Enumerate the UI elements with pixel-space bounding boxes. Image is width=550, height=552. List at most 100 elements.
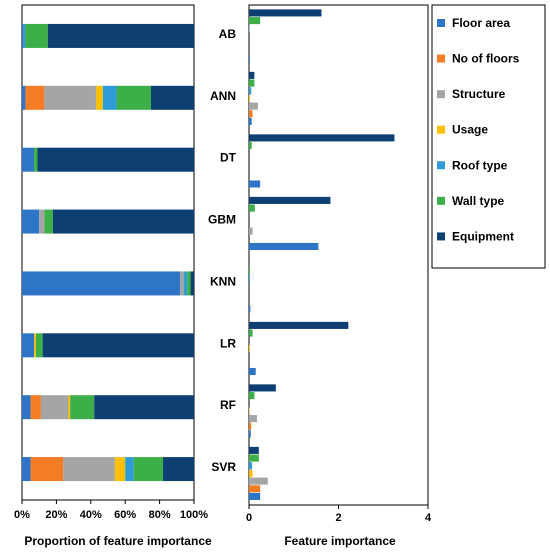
legend-swatch-wall-type — [437, 196, 445, 205]
model-label-svr: SVR — [211, 460, 236, 474]
model-label-lr: LR — [220, 336, 236, 350]
bar-imp-lr-floor-area — [249, 367, 256, 376]
model-label-dt: DT — [220, 151, 237, 165]
legend-label-equipment: Equipment — [452, 229, 514, 243]
bar-prop-knn-wall-type — [187, 271, 191, 296]
left-tick-label: 20% — [45, 509, 67, 521]
left-tick-label: 0% — [14, 509, 30, 521]
bar-prop-gbm-equipment — [52, 209, 195, 234]
bar-prop-knn-equipment — [190, 271, 194, 296]
bar-prop-lr-equipment — [42, 333, 194, 358]
legend-swatch-no-of-floors — [437, 54, 445, 63]
model-label-ab: AB — [219, 27, 237, 41]
bar-prop-svr-structure — [63, 457, 115, 482]
bar-imp-ann-roof-type — [249, 87, 252, 95]
bar-prop-gbm-floor-area — [22, 209, 40, 234]
legend-label-structure: Structure — [452, 87, 506, 101]
bar-imp-ann-wall-type — [249, 79, 255, 87]
bar-prop-svr-equipment — [163, 457, 194, 482]
bar-imp-rf-structure — [249, 415, 258, 423]
bar-imp-lr-equipment — [249, 321, 349, 329]
bar-imp-ann-structure — [249, 102, 258, 110]
bar-prop-dt-wall-type — [34, 147, 38, 172]
bar-imp-svr-usage — [249, 469, 253, 477]
legend-label-wall-type: Wall type — [452, 194, 505, 208]
bar-prop-gbm-wall-type — [44, 209, 53, 234]
bar-imp-lr-wall-type — [249, 329, 253, 337]
bar-imp-ab-wall-type — [249, 17, 261, 25]
bar-imp-ab-equipment — [249, 9, 322, 17]
right-tick-label: 2 — [335, 512, 341, 524]
bar-imp-dt-equipment — [249, 134, 395, 142]
legend: Floor area No of floors Structure Usage Roof… — [431, 4, 546, 269]
bar-prop-dt-floor-area — [22, 147, 35, 172]
legend-swatch-roof-type — [437, 161, 445, 170]
bar-prop-rf-wall-type — [70, 395, 95, 420]
bar-imp-dt-floor-area — [249, 180, 261, 188]
bar-prop-ab-equipment — [47, 23, 194, 48]
bar-imp-rf-equipment — [249, 384, 276, 392]
bar-imp-gbm-equipment — [249, 196, 331, 204]
legend-frame — [431, 4, 546, 269]
bar-prop-ann-usage — [95, 85, 103, 110]
bar-imp-ann-equipment — [249, 71, 255, 79]
left-plot-frame — [21, 4, 195, 501]
bar-imp-svr-equipment — [249, 446, 259, 454]
bar-imp-knn-floor-area — [249, 305, 251, 313]
legend-label-floor-area: Floor area — [452, 16, 510, 30]
bar-prop-ann-no-of-floors — [25, 85, 45, 110]
bar-imp-lr-usage — [249, 344, 250, 352]
bar-imp-svr-floor-area — [249, 492, 261, 501]
bar-prop-ann-structure — [44, 85, 96, 110]
bar-prop-rf-equipment — [94, 395, 194, 420]
bar-imp-svr-no-of-floors — [249, 485, 261, 493]
bar-prop-ann-roof-type — [102, 85, 117, 110]
bar-imp-knn-roof-type — [249, 274, 250, 282]
bar-imp-ann-usage — [249, 94, 250, 102]
bar-prop-ab-floor-area — [22, 23, 24, 48]
bar-prop-rf-no-of-floors — [30, 395, 41, 420]
left-tick-label: 60% — [114, 509, 136, 521]
bar-imp-svr-roof-type — [249, 462, 253, 470]
bar-imp-gbm-wall-type — [249, 204, 255, 212]
bar-prop-knn-floor-area — [22, 271, 181, 296]
right-x-axis-title: Feature importance — [284, 534, 396, 548]
bar-prop-gbm-structure — [39, 209, 45, 234]
bar-prop-ab-roof-type — [23, 23, 26, 48]
bar-prop-svr-usage — [114, 457, 126, 482]
bar-prop-ann-wall-type — [116, 85, 151, 110]
legend-label-no-of-floors: No of floors — [452, 52, 520, 66]
left-x-axis-title: Proportion of feature importance — [24, 534, 212, 548]
bar-prop-svr-wall-type — [133, 457, 164, 482]
bar-prop-lr-usage — [34, 333, 36, 358]
bar-prop-ab-wall-type — [25, 23, 48, 48]
legend-label-roof-type: Roof type — [452, 158, 508, 172]
legend-swatch-usage — [437, 125, 445, 134]
left-tick-label: 100% — [180, 509, 208, 521]
model-label-knn: KNN — [210, 274, 236, 288]
left-tick-label: 40% — [80, 509, 102, 521]
left-tick-label: 80% — [149, 509, 171, 521]
model-label-gbm: GBM — [208, 213, 236, 227]
legend-swatch-floor-area — [437, 19, 445, 27]
bar-imp-ann-floor-area — [249, 117, 252, 126]
bar-prop-knn-structure — [180, 271, 184, 296]
model-labels: AB ANN DT GBM KNN LR RF SVR — [208, 27, 237, 474]
bar-imp-gbm-structure — [249, 227, 253, 235]
bar-imp-ab-floor-area — [249, 55, 250, 63]
importance-chart: 0 2 4 — [246, 4, 432, 524]
bar-prop-svr-no-of-floors — [30, 457, 64, 482]
legend-swatch-structure — [437, 90, 445, 99]
bar-imp-rf-floor-area — [249, 430, 251, 438]
bar-prop-rf-floor-area — [22, 395, 31, 420]
bar-imp-dt-wall-type — [249, 142, 252, 150]
bar-prop-svr-roof-type — [125, 457, 134, 482]
bar-prop-svr-floor-area — [22, 457, 31, 482]
bar-imp-knn-wall-type — [249, 267, 250, 275]
legend-swatch-equipment — [437, 232, 445, 241]
bar-prop-rf-structure — [40, 395, 69, 420]
legend-label-usage: Usage — [452, 123, 488, 137]
bar-imp-ann-no-of-floors — [249, 110, 253, 118]
bar-prop-dt-equipment — [37, 147, 195, 172]
